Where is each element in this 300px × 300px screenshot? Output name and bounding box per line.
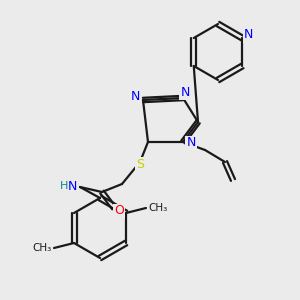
Text: N: N [180, 85, 190, 98]
Text: CH₃: CH₃ [33, 243, 52, 253]
Text: H: H [60, 181, 68, 191]
Text: N: N [244, 28, 253, 41]
Text: O: O [114, 205, 124, 218]
Text: N: N [67, 179, 77, 193]
Text: N: N [186, 136, 196, 149]
Text: CH₃: CH₃ [148, 203, 167, 213]
Text: N: N [130, 91, 140, 103]
Text: S: S [136, 158, 144, 170]
